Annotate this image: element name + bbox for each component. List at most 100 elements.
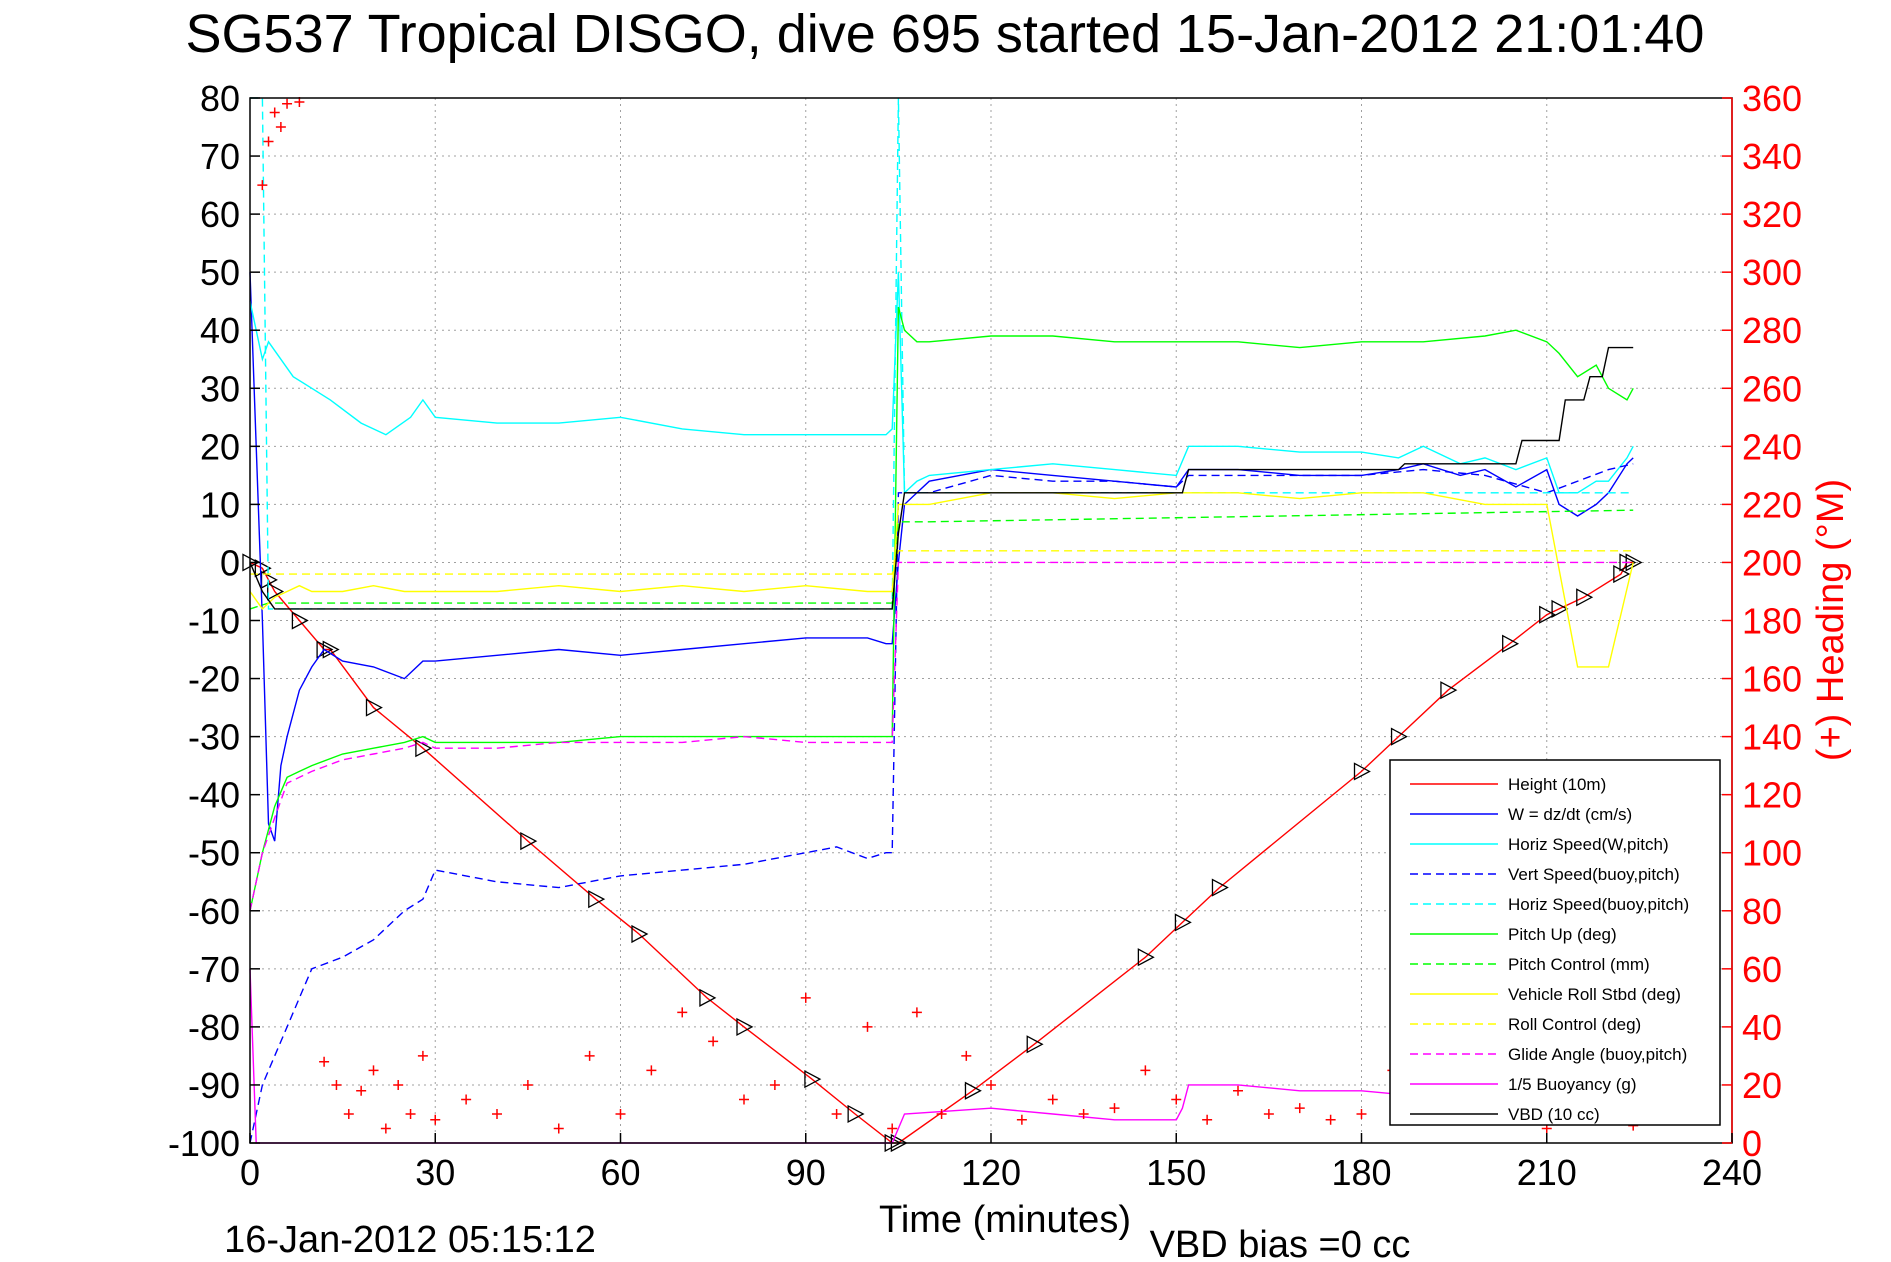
series-layer — [242, 97, 1643, 1153]
y-tick-label: 10 — [200, 484, 240, 525]
y2-tick-label: 20 — [1742, 1065, 1782, 1106]
height-10m-marker — [1211, 878, 1229, 897]
height-10m-marker — [1619, 553, 1637, 572]
height-10m-marker — [631, 924, 649, 944]
legend-label: Horiz Speed(W,pitch) — [1508, 835, 1669, 854]
vert-speed-buoy-pitch-line — [249, 463, 1634, 1144]
y2-tick-label: 40 — [1742, 1007, 1782, 1048]
heading-marker — [584, 1050, 595, 1061]
y2-tick-label: 140 — [1742, 717, 1802, 758]
height-10m-marker — [964, 1081, 982, 1100]
legend-label: W = dz/dt (cm/s) — [1508, 805, 1632, 824]
height-10m-marker — [804, 1070, 822, 1089]
heading-marker — [356, 1085, 367, 1096]
heading-marker — [405, 1108, 416, 1119]
legend-label: 1/5 Buoyancy (g) — [1508, 1075, 1637, 1094]
heading-marker — [1078, 1108, 1089, 1119]
heading-marker — [862, 1021, 873, 1032]
right-axis-label: (+) Heading (°M) — [1810, 479, 1852, 761]
heading-marker — [1109, 1103, 1120, 1114]
y2-tick-label: 120 — [1742, 775, 1802, 816]
y2-tick-label: 60 — [1742, 949, 1782, 990]
y2-tick-label: 320 — [1742, 194, 1802, 235]
heading-marker — [393, 1079, 404, 1090]
heading-marker — [739, 1094, 749, 1105]
height-10m-marker — [1390, 727, 1408, 746]
y2-tick-label: 200 — [1742, 542, 1802, 583]
vbd-10-cc-line — [249, 346, 1634, 610]
legend-label: Glide Angle (buoy,pitch) — [1508, 1045, 1687, 1064]
x-tick-label: 180 — [1331, 1152, 1391, 1193]
y-tick-label: -30 — [188, 717, 240, 758]
y-tick-label: 30 — [200, 368, 240, 409]
w-dz-dt-cm-s-line — [249, 272, 1634, 842]
legend-label: Pitch Control (mm) — [1508, 955, 1650, 974]
height-10m-marker — [847, 1104, 865, 1124]
y-tick-label: -70 — [188, 949, 240, 990]
heading-marker — [282, 98, 293, 109]
heading-marker — [257, 180, 268, 191]
heading-marker — [708, 1036, 719, 1047]
heading-marker — [522, 1079, 533, 1090]
heading-marker — [961, 1050, 972, 1061]
legend-label: Pitch Up (deg) — [1508, 925, 1617, 944]
legend-label: Roll Control (deg) — [1508, 1015, 1641, 1034]
y-tick-label: -100 — [168, 1123, 240, 1164]
y2-tick-label: 160 — [1742, 659, 1802, 700]
heading-marker — [492, 1108, 502, 1119]
height-10m-marker — [1353, 762, 1371, 781]
heading-marker — [1171, 1094, 1182, 1105]
y-tick-label: 40 — [200, 310, 240, 351]
x-tick-label: 150 — [1146, 1152, 1206, 1193]
y-tick-label: 60 — [200, 194, 240, 235]
height-10m-marker — [415, 739, 433, 758]
heading-marker — [887, 1123, 898, 1134]
x-tick-label: 30 — [415, 1152, 455, 1193]
height-10m-marker — [1440, 681, 1458, 700]
x-axis-label: Time (minutes) — [879, 1199, 1131, 1241]
heading-marker — [986, 1079, 996, 1090]
y-tick-label: -60 — [188, 891, 240, 932]
glide-angle-buoy-pitch-line — [249, 561, 1634, 911]
heading-marker — [380, 1123, 391, 1134]
y-tick-label: -40 — [188, 775, 240, 816]
legend: Height (10m) W = dz/dt (cm/s) Horiz Speed(… — [1389, 759, 1721, 1126]
pitch-up-deg-line — [249, 306, 1634, 911]
heading-marker — [269, 107, 280, 118]
y2-tick-label: 220 — [1742, 484, 1802, 525]
heading-marker — [800, 992, 811, 1003]
y-tick-label: -10 — [188, 601, 240, 642]
heading-marker — [1356, 1108, 1367, 1119]
heading-marker — [319, 1056, 330, 1067]
y2-tick-label: 180 — [1742, 601, 1802, 642]
legend-label: Vert Speed(buoy,pitch) — [1508, 865, 1680, 884]
heading-marker — [911, 1007, 922, 1018]
heading-marker — [1202, 1114, 1213, 1125]
roll-control-deg-line — [250, 550, 1634, 575]
legend-label: Horiz Speed(buoy,pitch) — [1508, 895, 1689, 914]
y-tick-label: 20 — [200, 426, 240, 467]
y-tick-label: -50 — [188, 833, 240, 874]
height-10m-marker — [588, 890, 606, 909]
heading-marker — [343, 1108, 354, 1119]
y-tick-label: 0 — [220, 542, 240, 583]
heading-marker — [1233, 1085, 1243, 1096]
y2-tick-label: 340 — [1742, 136, 1802, 177]
heading-marker — [331, 1079, 342, 1090]
chart-title: SG537 Tropical DISGO, dive 695 started 1… — [186, 4, 1705, 64]
vehicle-roll-stbd-deg-line — [249, 492, 1634, 668]
heading-marker — [1294, 1103, 1305, 1114]
heading-marker — [677, 1007, 688, 1018]
legend-label: Vehicle Roll Stbd (deg) — [1508, 985, 1681, 1004]
heading-marker — [1047, 1094, 1058, 1105]
heading-marker — [368, 1065, 379, 1076]
x-tick-label: 120 — [961, 1152, 1021, 1193]
heading-marker — [430, 1114, 441, 1125]
x-tick-label: 210 — [1517, 1152, 1577, 1193]
height-10m-marker — [520, 832, 538, 851]
y2-tick-label: 100 — [1742, 833, 1802, 874]
height-10m-marker — [1551, 599, 1569, 618]
y-tick-label: -20 — [188, 659, 240, 700]
y-tick-label: 80 — [200, 78, 240, 119]
